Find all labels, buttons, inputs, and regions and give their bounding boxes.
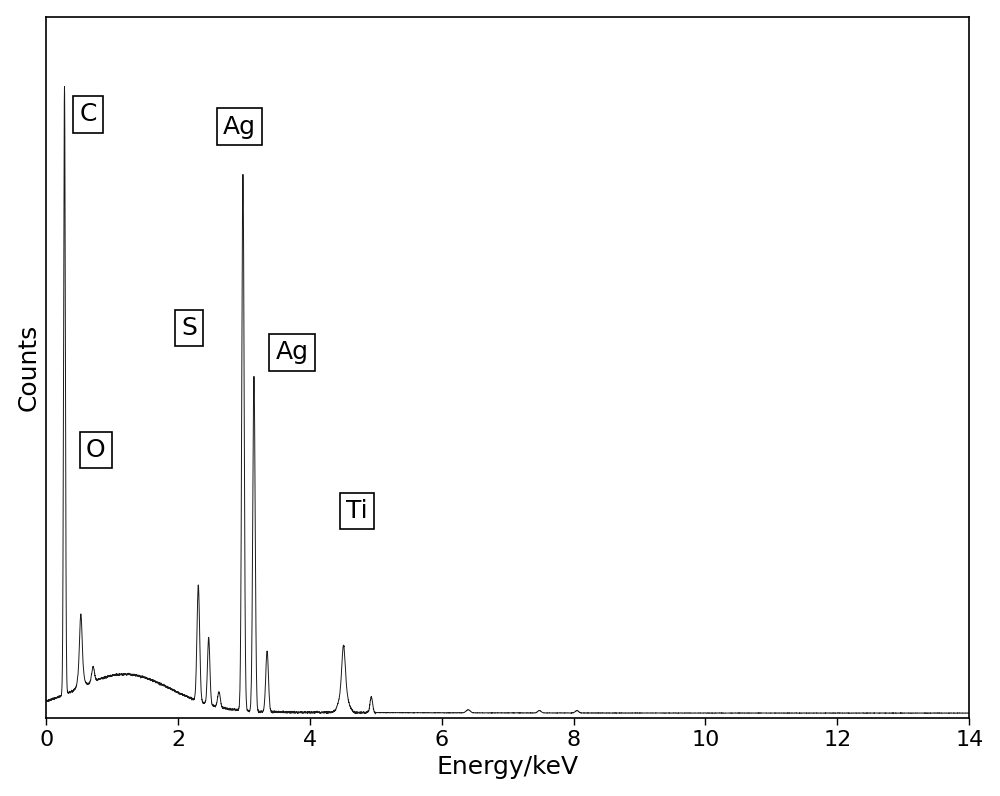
Text: O: O	[86, 438, 105, 462]
Y-axis label: Counts: Counts	[17, 324, 41, 411]
Text: Ag: Ag	[276, 340, 309, 365]
Text: Ti: Ti	[346, 499, 368, 523]
Text: Ag: Ag	[223, 115, 256, 139]
X-axis label: Energy/keV: Energy/keV	[437, 755, 579, 779]
Text: C: C	[79, 103, 97, 127]
Text: S: S	[181, 316, 197, 340]
